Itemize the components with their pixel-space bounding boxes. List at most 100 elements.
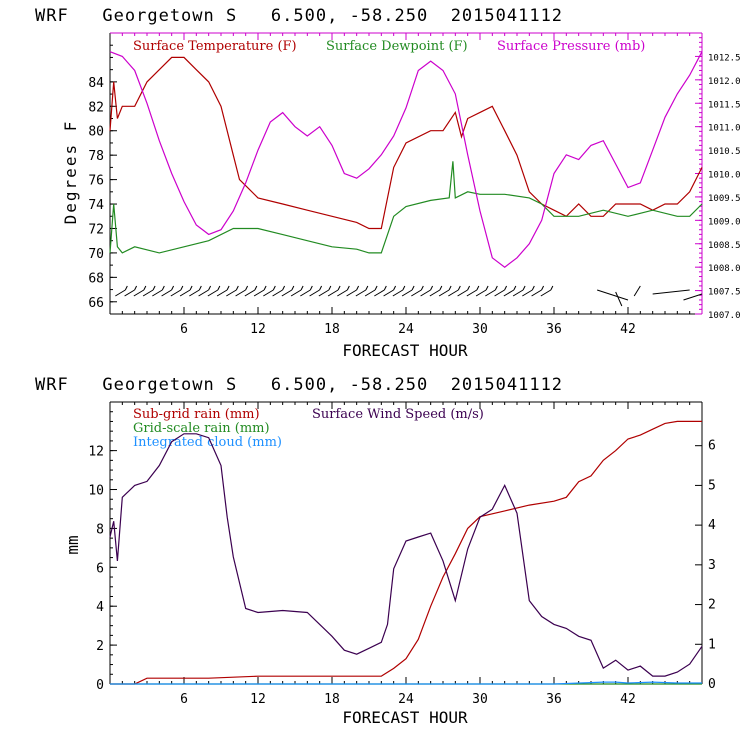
y-tick-label: 80 bbox=[88, 125, 104, 140]
wind-barb bbox=[355, 289, 367, 297]
y2-tick-label: 1008.5 bbox=[708, 241, 740, 251]
wind-barb-flag bbox=[309, 285, 313, 291]
panel2-title: WRF Georgetown S 6.500, -58.250 20150411… bbox=[35, 375, 563, 395]
y2-tick-label: 1008.0 bbox=[708, 264, 740, 274]
wind-barb bbox=[272, 289, 283, 297]
panel1-y-axis-label: Degrees F bbox=[61, 120, 80, 225]
wind-barb bbox=[179, 289, 191, 297]
wind-barb-flag bbox=[522, 285, 526, 291]
wind-barb-flag bbox=[208, 285, 212, 291]
y2-tick-label: 0 bbox=[708, 677, 716, 692]
wind-barb-flag bbox=[134, 285, 138, 291]
y-tick-label: 10 bbox=[88, 484, 104, 499]
wind-barb-flag bbox=[254, 285, 258, 291]
y-tick-label: 0 bbox=[96, 678, 104, 693]
y2-tick-label: 4 bbox=[708, 518, 716, 533]
wind-barb-flag bbox=[476, 285, 480, 291]
wind-barb bbox=[198, 289, 209, 297]
x-tick-label: 24 bbox=[398, 692, 414, 707]
y-tick-label: 74 bbox=[88, 198, 104, 213]
x-tick-label: 6 bbox=[180, 322, 188, 337]
y2-tick-label: 1011.5 bbox=[708, 100, 740, 110]
y-tick-label: 84 bbox=[88, 76, 104, 91]
temperature-pressure-panel: WRF Georgetown S 6.500, -58.250 20150411… bbox=[35, 6, 740, 360]
wind-barb-flag bbox=[319, 285, 323, 291]
y-tick-label: 70 bbox=[88, 247, 104, 262]
wind-barb bbox=[457, 289, 468, 297]
wind-barb-flag bbox=[346, 285, 350, 291]
wind-barb bbox=[633, 285, 641, 297]
wind-barb-flag bbox=[504, 285, 508, 291]
surface-dewpoint-f-line bbox=[109, 161, 703, 254]
wind-barb-flag bbox=[430, 285, 434, 291]
wind-barb-flag bbox=[457, 285, 461, 291]
wind-barb bbox=[337, 289, 348, 297]
y-tick-label: 72 bbox=[88, 222, 104, 237]
legend-gridscale-rain: Grid-scale rain (mm) bbox=[133, 421, 270, 436]
wind-barb-flag bbox=[272, 285, 276, 291]
wind-barb bbox=[466, 289, 478, 297]
wind-barb-flag bbox=[180, 285, 184, 291]
wind-barb-flag bbox=[263, 285, 267, 291]
wind-barb bbox=[244, 289, 256, 297]
wind-barb-flag bbox=[235, 285, 239, 291]
wind-barb-flag bbox=[485, 285, 489, 291]
wind-barb-flag bbox=[383, 285, 387, 291]
x-tick-label: 18 bbox=[324, 322, 340, 337]
wind-barb-flag bbox=[411, 285, 415, 291]
sub-grid-rain-mm-line bbox=[110, 420, 702, 685]
wind-barb bbox=[503, 289, 515, 297]
legend-subgrid-rain: Sub-grid rain (mm) bbox=[133, 407, 260, 422]
y-tick-label: 2 bbox=[96, 639, 104, 654]
wind-barb bbox=[438, 289, 450, 297]
wind-barb-flag bbox=[550, 285, 554, 291]
y2-tick-label: 1007.0 bbox=[708, 311, 740, 321]
y2-tick-label: 1012.0 bbox=[708, 77, 740, 87]
y2-tick-label: 1009.5 bbox=[708, 194, 740, 204]
y2-tick-label: 1012.5 bbox=[708, 53, 740, 63]
wind-barb-flag bbox=[198, 285, 202, 291]
wind-barb bbox=[683, 293, 703, 301]
y2-tick-label: 6 bbox=[708, 439, 716, 454]
y2-tick-label: 1009.0 bbox=[708, 217, 740, 227]
y-tick-label: 12 bbox=[88, 445, 104, 460]
wind-barb bbox=[327, 289, 339, 297]
wind-barb-flag bbox=[300, 285, 304, 291]
wind-barb bbox=[133, 289, 145, 297]
rain-wind-panel: WRF Georgetown S 6.500, -58.250 20150411… bbox=[35, 375, 716, 727]
wind-barb-flag bbox=[393, 285, 397, 291]
x-tick-label: 30 bbox=[472, 692, 488, 707]
x-tick-label: 30 bbox=[472, 322, 488, 337]
wind-barb bbox=[115, 289, 126, 297]
wind-barb-flag bbox=[448, 285, 452, 291]
wind-barb bbox=[142, 289, 154, 297]
wind-barb-flag bbox=[161, 285, 165, 291]
x-tick-label: 24 bbox=[398, 322, 414, 337]
wind-barb-flag bbox=[541, 285, 545, 291]
wind-barb-flag bbox=[282, 285, 286, 291]
wind-barb bbox=[226, 289, 237, 297]
wind-barb bbox=[189, 289, 200, 297]
wind-barb bbox=[597, 289, 629, 301]
wind-barb bbox=[207, 289, 219, 297]
wind-barb bbox=[161, 289, 172, 297]
wind-barb bbox=[494, 289, 505, 297]
wind-barb bbox=[124, 289, 135, 297]
panel1-title: WRF Georgetown S 6.500, -58.250 20150411… bbox=[35, 6, 563, 26]
wind-barb bbox=[309, 289, 320, 297]
y-tick-label: 76 bbox=[88, 174, 104, 189]
y-tick-label: 82 bbox=[88, 100, 104, 115]
wind-barb bbox=[383, 289, 394, 297]
x-tick-label: 12 bbox=[250, 322, 266, 337]
wind-barb bbox=[170, 289, 182, 297]
wind-barb bbox=[411, 289, 422, 297]
x-tick-label: 18 bbox=[324, 692, 340, 707]
wind-barb bbox=[216, 289, 228, 297]
y-tick-label: 6 bbox=[96, 561, 104, 576]
surface-wind-speed-m-s-line bbox=[109, 433, 703, 677]
wind-barb-flag bbox=[494, 285, 498, 291]
legend-temperature: Surface Temperature (F) bbox=[133, 39, 297, 54]
wind-barb bbox=[346, 289, 357, 297]
y-tick-label: 8 bbox=[96, 522, 104, 537]
